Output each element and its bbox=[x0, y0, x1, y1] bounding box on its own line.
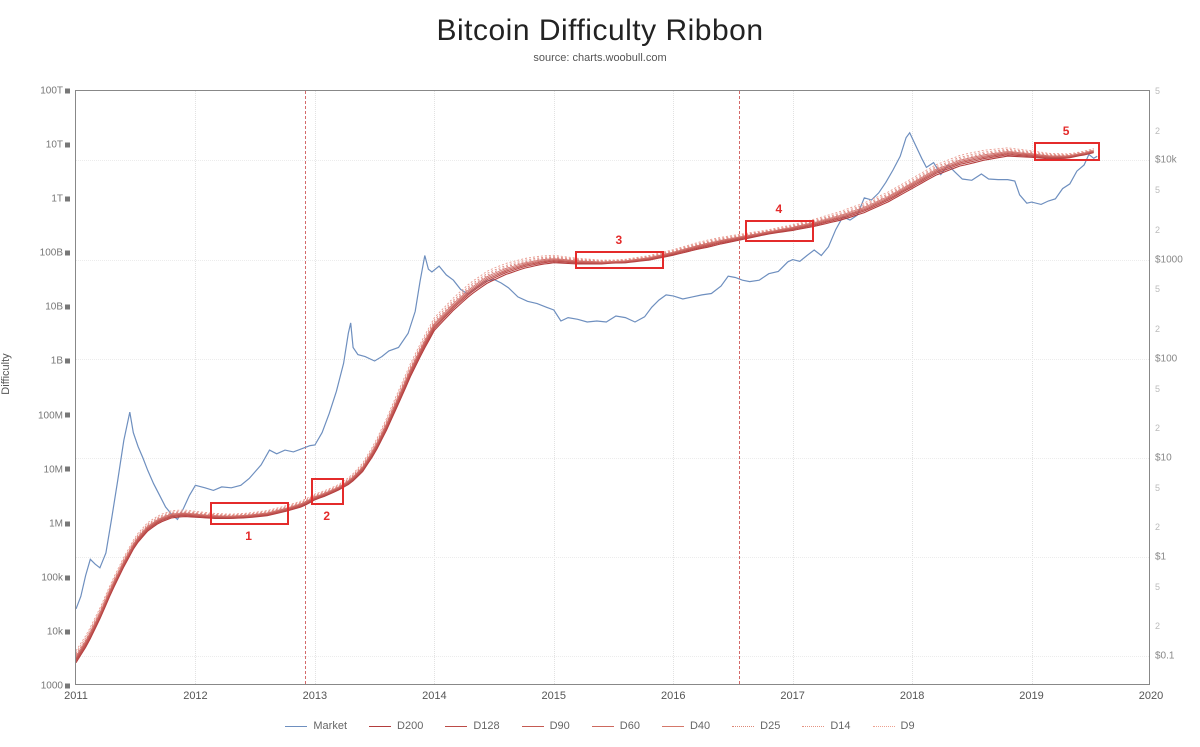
y-right-minor-tick: 2 bbox=[1155, 225, 1160, 235]
legend-swatch bbox=[285, 726, 307, 727]
x-tick-label: 2020 bbox=[1139, 690, 1163, 702]
legend-label: Market bbox=[313, 720, 347, 732]
legend-swatch bbox=[369, 726, 391, 727]
x-tick-label: 2014 bbox=[422, 690, 446, 702]
y-right-minor-tick: 5 bbox=[1155, 284, 1160, 294]
annotation-box-5 bbox=[1034, 142, 1100, 161]
y-left-tick: 10B bbox=[45, 302, 70, 313]
y-right-minor-tick: 5 bbox=[1155, 384, 1160, 394]
annotation-box-4 bbox=[745, 220, 814, 243]
x-tick-label: 2018 bbox=[900, 690, 924, 702]
legend-swatch bbox=[873, 726, 895, 727]
x-tick-label: 2016 bbox=[661, 690, 685, 702]
y-left-tick: 10k bbox=[47, 626, 70, 637]
y-left-tick: 1T bbox=[51, 194, 70, 205]
y-right-minor-tick: 2 bbox=[1155, 324, 1160, 334]
y-right-tick: $10 bbox=[1155, 452, 1172, 463]
legend-label: D14 bbox=[830, 720, 850, 732]
legend-item-D128: D128 bbox=[445, 720, 499, 732]
market-line bbox=[76, 133, 1097, 609]
ribbon-D128 bbox=[76, 152, 1094, 661]
legend-item-D60: D60 bbox=[592, 720, 640, 732]
y-right-minor-tick: 5 bbox=[1155, 185, 1160, 195]
legend-item-D25: D25 bbox=[732, 720, 780, 732]
y-right-tick: $1 bbox=[1155, 552, 1166, 563]
y-left-tick: 1000 bbox=[41, 681, 70, 692]
chart-container: Bitcoin Difficulty Ribbon source: charts… bbox=[0, 0, 1200, 747]
y-left-tick: 1M bbox=[49, 518, 70, 529]
x-tick-label: 2019 bbox=[1019, 690, 1043, 702]
chart-svg bbox=[76, 91, 1151, 686]
annotation-box-2 bbox=[311, 478, 343, 505]
y-left-tick: 100M bbox=[38, 410, 70, 421]
y-right-tick: $100 bbox=[1155, 353, 1177, 364]
legend-swatch bbox=[732, 726, 754, 727]
chart-title: Bitcoin Difficulty Ribbon bbox=[0, 0, 1200, 48]
legend-swatch bbox=[522, 726, 544, 727]
annotation-num-5: 5 bbox=[1063, 124, 1070, 138]
chart-subtitle: source: charts.woobull.com bbox=[0, 52, 1200, 64]
y-right-minor-tick: 2 bbox=[1155, 522, 1160, 532]
annotation-box-3 bbox=[575, 251, 663, 270]
legend-swatch bbox=[592, 726, 614, 727]
ribbon-D25 bbox=[76, 150, 1094, 655]
x-tick-label: 2017 bbox=[780, 690, 804, 702]
y-right-minor-tick: 5 bbox=[1155, 86, 1160, 96]
legend: Market D200 D128 D90 D60 D40 D25 D14 D9 bbox=[0, 720, 1200, 732]
x-tick-label: 2013 bbox=[303, 690, 327, 702]
annotation-box-1 bbox=[210, 502, 289, 525]
legend-swatch bbox=[802, 726, 824, 727]
y-left-tick: 10T bbox=[46, 140, 70, 151]
legend-label: D200 bbox=[397, 720, 423, 732]
annotation-num-3: 3 bbox=[615, 233, 622, 247]
y-right-minor-tick: 2 bbox=[1155, 423, 1160, 433]
ribbon-D14 bbox=[76, 149, 1094, 653]
legend-swatch bbox=[662, 726, 684, 727]
legend-item-D200: D200 bbox=[369, 720, 423, 732]
y-right-tick: $1000 bbox=[1155, 254, 1183, 265]
y-right-minor-tick: 2 bbox=[1155, 126, 1160, 136]
legend-item-D40: D40 bbox=[662, 720, 710, 732]
x-tick-label: 2012 bbox=[183, 690, 207, 702]
y-left-tick: 100k bbox=[41, 572, 70, 583]
y-left-tick: 100T bbox=[40, 86, 70, 97]
ribbon-D90 bbox=[76, 151, 1094, 659]
x-tick-label: 2015 bbox=[542, 690, 566, 702]
x-tick-label: 2011 bbox=[64, 690, 88, 702]
legend-swatch bbox=[445, 726, 467, 727]
legend-label: D40 bbox=[690, 720, 710, 732]
ribbon-D9 bbox=[76, 148, 1094, 651]
y-left-tick: 100B bbox=[40, 248, 70, 259]
y-right-tick: $0.1 bbox=[1155, 651, 1174, 662]
legend-label: D60 bbox=[620, 720, 640, 732]
y-left-tick: 10M bbox=[44, 464, 70, 475]
y-left-tick: 1B bbox=[51, 356, 70, 367]
ribbon-D40 bbox=[76, 150, 1094, 656]
annotation-num-1: 1 bbox=[245, 529, 252, 543]
y-right-tick: $10k bbox=[1155, 155, 1177, 166]
legend-item-D9: D9 bbox=[873, 720, 915, 732]
legend-item-Market: Market bbox=[285, 720, 347, 732]
annotation-num-2: 2 bbox=[323, 509, 330, 523]
annotation-num-4: 4 bbox=[776, 202, 783, 216]
y-right-minor-tick: 2 bbox=[1155, 621, 1160, 631]
ribbon-D200 bbox=[76, 153, 1094, 663]
ribbon-D60 bbox=[76, 151, 1094, 658]
legend-label: D90 bbox=[550, 720, 570, 732]
plot-area: 2011201220132014201520162017201820192020… bbox=[75, 90, 1150, 685]
legend-label: D128 bbox=[473, 720, 499, 732]
legend-item-D90: D90 bbox=[522, 720, 570, 732]
y-axis-label: Difficulty bbox=[0, 353, 12, 394]
y-right-minor-tick: 5 bbox=[1155, 483, 1160, 493]
legend-label: D25 bbox=[760, 720, 780, 732]
y-right-minor-tick: 5 bbox=[1155, 582, 1160, 592]
legend-label: D9 bbox=[901, 720, 915, 732]
legend-item-D14: D14 bbox=[802, 720, 850, 732]
